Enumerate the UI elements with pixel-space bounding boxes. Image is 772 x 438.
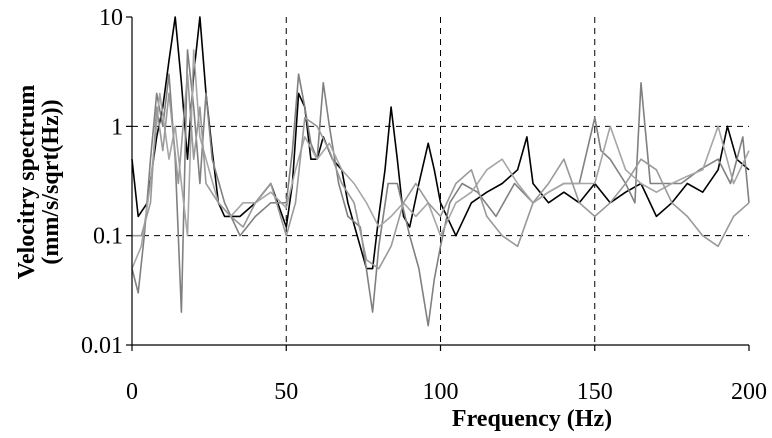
series-line-3: [131, 49, 750, 269]
series-lines: [131, 16, 750, 327]
series-line-1: [131, 16, 750, 270]
x-axis-title: Frequency (Hz): [452, 406, 612, 432]
x-tick-label-3: 150: [577, 379, 613, 405]
grid-lines: [132, 17, 749, 345]
x-tick-label-1: 50: [274, 379, 298, 405]
x-tick-label-0: 0: [126, 379, 138, 405]
y-tick-label-0: 0.01: [81, 333, 123, 359]
x-tick-label-4: 200: [731, 379, 767, 405]
x-tick-label-2: 100: [423, 379, 459, 405]
axes: [126, 16, 750, 351]
y-axis-title-line1: Velocitry spectrum: [14, 85, 40, 279]
series-line-4: [132, 73, 750, 270]
y-tick-label-1: 0.1: [93, 224, 123, 250]
y-axis-title-line2: (mm/s/sqrt(Hz)): [38, 99, 64, 264]
y-tick-label-3: 10: [99, 5, 123, 31]
y-tick-label-2: 1: [111, 114, 123, 140]
